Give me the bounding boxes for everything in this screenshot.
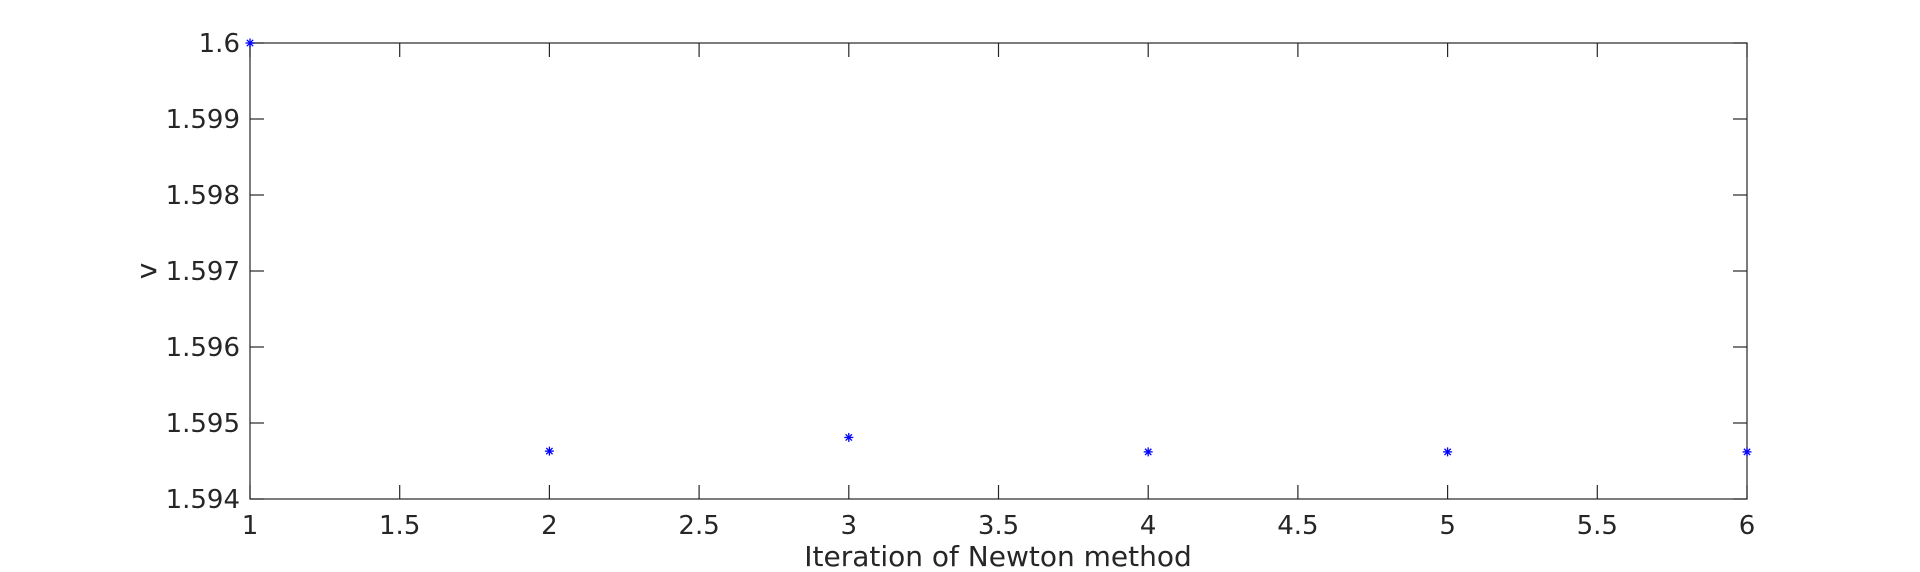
plot-area xyxy=(249,42,1748,500)
data-point xyxy=(1443,447,1453,457)
y-axis-label: v xyxy=(130,263,163,280)
x-tick-label: 2 xyxy=(541,511,558,541)
y-tick-label: 1.598 xyxy=(166,181,240,211)
x-tick-label: 6 xyxy=(1739,511,1756,541)
y-tick-label: 1.594 xyxy=(166,485,240,515)
data-point xyxy=(844,432,854,442)
data-point xyxy=(1742,447,1752,457)
x-axis: 1 1.5 2 2.5 3 3.5 4 4.5 5 5.5 6 xyxy=(242,43,1756,541)
y-tick-label: 1.596 xyxy=(166,333,240,363)
x-axis-label: Iteration of Newton method xyxy=(804,540,1192,572)
y-tick-label: 1.6 xyxy=(199,29,240,59)
y-tick-label: 1.595 xyxy=(166,409,240,439)
data-point xyxy=(245,38,255,48)
data-point xyxy=(1143,447,1153,457)
data-point xyxy=(544,446,554,456)
x-tick-label: 2.5 xyxy=(678,511,719,541)
y-tick-label: 1.597 xyxy=(166,257,240,287)
x-tick-label: 5 xyxy=(1439,511,1456,541)
x-tick-label: 5.5 xyxy=(1577,511,1618,541)
x-tick-label: 1.5 xyxy=(379,511,420,541)
x-tick-label: 4.5 xyxy=(1277,511,1318,541)
x-tick-label: 1 xyxy=(242,511,259,541)
data-series xyxy=(245,38,1752,457)
y-tick-label: 1.599 xyxy=(166,105,240,135)
x-tick-label: 3.5 xyxy=(978,511,1019,541)
y-axis: 1.594 1.595 1.596 1.597 1.598 1.599 1.6 xyxy=(166,29,1747,515)
x-tick-label: 3 xyxy=(841,511,858,541)
x-tick-label: 4 xyxy=(1140,511,1157,541)
